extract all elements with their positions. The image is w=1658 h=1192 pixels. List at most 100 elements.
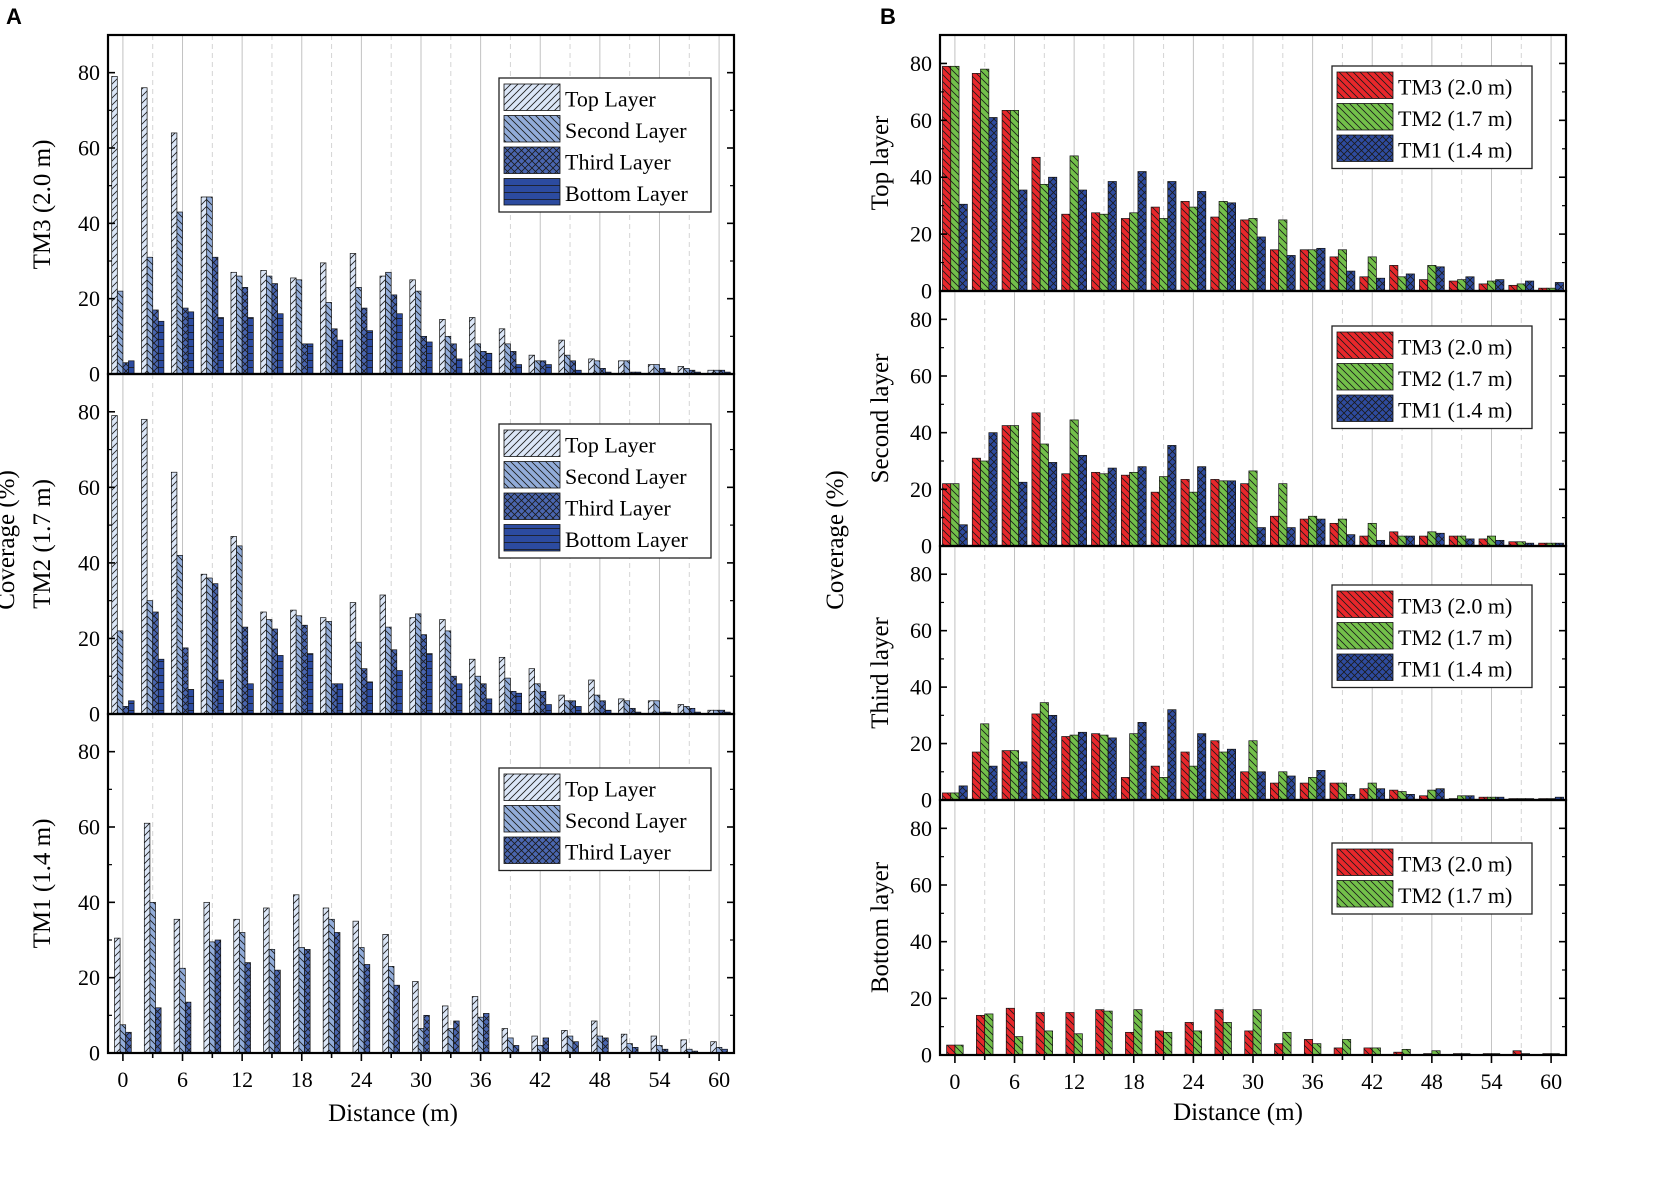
bar-bottom-layer-42: [545, 364, 552, 375]
bar-tm1-1-4-m-3: [988, 432, 998, 547]
bar-tm2-1-7-m-54: [1486, 535, 1496, 547]
legend: TM3 (2.0 m) TM2 (1.7 m) TM1 (1.4 m): [1331, 325, 1533, 430]
bar-tm3-2-0-m-3: [971, 73, 981, 292]
bar-tm3-2-0-m-12: [1061, 473, 1071, 547]
bar-third-layer-42: [542, 1037, 549, 1054]
legend-label-tm3-2-0-m: TM3 (2.0 m): [1398, 852, 1512, 877]
bar-top-layer-42: [528, 668, 535, 715]
bar-top-layer-21: [320, 617, 327, 715]
bar-top-layer-27: [379, 275, 386, 375]
bar-tm2-1-7-m-21: [1163, 1031, 1173, 1056]
bar-third-layer-39: [510, 351, 517, 375]
bar-tm1-1-4-m-48: [1435, 532, 1445, 547]
legend-swatch-tm1-1-4-m: [1336, 134, 1394, 162]
bar-tm2-1-7-m-6: [1010, 425, 1020, 547]
subplot-tm2-1-7-m: 0 20 40 60 80 TM2 (1.7 m) Top Layer Second Laye…: [29, 372, 736, 727]
bar-second-layer-39: [504, 677, 511, 715]
bar-third-layer-42: [539, 690, 547, 715]
bar-second-layer-48: [593, 694, 601, 715]
bar-third-layer-45: [569, 700, 576, 715]
subplot-top-layer: 0 20 40 60 80 Top layer TM3 (2.0 m) TM2 (1.7 m)…: [867, 33, 1568, 304]
y-axis-label: Coverage (%): [822, 470, 849, 610]
bar-tm3-2-0-m-48: [1419, 535, 1429, 547]
bar-second-layer-6: [179, 967, 186, 1054]
bar-tm1-1-4-m-51: [1465, 276, 1475, 292]
bar-tm2-1-7-m-51: [1457, 279, 1467, 292]
bar-tm3-2-0-m-24: [1184, 1022, 1194, 1056]
bar-second-layer-57: [683, 706, 690, 715]
legend-label-second-layer: Second Layer: [565, 118, 687, 143]
bar-top-layer-57: [677, 704, 685, 715]
bar-second-layer-0: [116, 630, 124, 715]
bar-tm3-2-0-m-18: [1120, 474, 1130, 547]
bar-bottom-layer-15: [277, 313, 284, 375]
bar-tm2-1-7-m-36: [1308, 777, 1318, 801]
bar-tm2-1-7-m-33: [1278, 219, 1288, 292]
bar-tm3-2-0-m-39: [1329, 782, 1339, 801]
y-tick-label: 20: [78, 965, 100, 990]
bar-tm3-2-0-m-0: [942, 65, 952, 292]
bar-tm2-1-7-m-45: [1397, 535, 1407, 547]
bar-tm1-1-4-m-6: [1018, 761, 1028, 801]
bar-tm2-1-7-m-42: [1367, 522, 1377, 547]
legend-label-tm1-1-4-m: TM1 (1.4 m): [1398, 398, 1512, 423]
x-tick-label: 6: [177, 1067, 188, 1092]
bar-tm3-2-0-m-24: [1180, 479, 1190, 547]
bar-tm3-2-0-m-0: [946, 1044, 956, 1056]
bar-top-layer-57: [680, 1039, 687, 1054]
legend-swatch-tm3-2-0-m: [1336, 331, 1394, 359]
bar-second-layer-36: [477, 1016, 484, 1054]
x-axis-label: Distance (m): [1173, 1099, 1303, 1126]
bar-third-layer-36: [480, 683, 487, 715]
bar-bottom-layer-0: [128, 360, 135, 375]
bar-top-layer-15: [260, 611, 267, 715]
bar-tm2-1-7-m-6: [1010, 110, 1020, 292]
x-tick-label: 54: [648, 1067, 670, 1092]
bar-top-layer-15: [263, 907, 270, 1054]
bar-tm1-1-4-m-21: [1167, 181, 1177, 292]
bar-tm1-1-4-m-15: [1107, 467, 1117, 547]
x-tick-label: 54: [1480, 1069, 1502, 1094]
bar-tm3-2-0-m-21: [1150, 765, 1160, 801]
legend-swatch-third-layer: [503, 492, 561, 520]
bar-second-layer-6: [176, 554, 183, 715]
bar-third-layer-27: [390, 294, 398, 375]
bar-tm1-1-4-m-18: [1137, 722, 1147, 801]
bar-bottom-layer-39: [515, 364, 522, 375]
bar-top-layer-60: [710, 1041, 717, 1054]
bar-tm2-1-7-m-6: [1010, 750, 1020, 801]
bar-top-layer-0: [114, 937, 121, 1054]
legend: TM3 (2.0 m) TM2 (1.7 m) TM1 (1.4 m): [1331, 584, 1533, 689]
bar-tm2-1-7-m-3: [980, 68, 990, 292]
x-tick-label: 48: [1421, 1069, 1443, 1094]
bar-second-layer-12: [236, 545, 243, 715]
bar-top-layer-18: [290, 609, 297, 715]
bar-bottom-layer-21: [336, 339, 344, 375]
legend-swatch-tm3-2-0-m: [1336, 71, 1394, 99]
y-tick-label: 20: [78, 286, 100, 311]
bar-tm3-2-0-m-21: [1150, 206, 1160, 292]
bar-second-layer-0: [116, 290, 124, 375]
bar-second-layer-9: [206, 577, 213, 715]
bar-bottom-layer-12: [247, 317, 254, 375]
bar-tm1-1-4-m-27: [1226, 202, 1236, 292]
x-tick-label: 6: [1009, 1069, 1020, 1094]
bar-top-layer-48: [591, 1020, 598, 1054]
bar-bottom-layer-30: [426, 653, 433, 715]
legend-swatch-second-layer: [503, 805, 561, 833]
y-tick-label: 40: [910, 929, 932, 954]
bar-tm1-1-4-m-33: [1286, 255, 1296, 292]
bar-tm2-1-7-m-12: [1073, 1033, 1083, 1056]
bar-second-layer-54: [653, 700, 660, 715]
y-tick-label: 40: [78, 550, 100, 575]
bar-top-layer-21: [320, 262, 327, 375]
y-tick-label: 0: [921, 534, 932, 559]
bar-tm2-1-7-m-3: [980, 723, 990, 801]
bar-tm1-1-4-m-24: [1197, 466, 1207, 547]
bar-tm1-1-4-m-36: [1316, 770, 1326, 801]
bar-second-layer-15: [268, 949, 276, 1054]
subplot-ylabel: Bottom layer: [867, 861, 894, 993]
legend-swatch-tm3-2-0-m: [1336, 590, 1394, 618]
bar-top-layer-9: [200, 196, 208, 375]
